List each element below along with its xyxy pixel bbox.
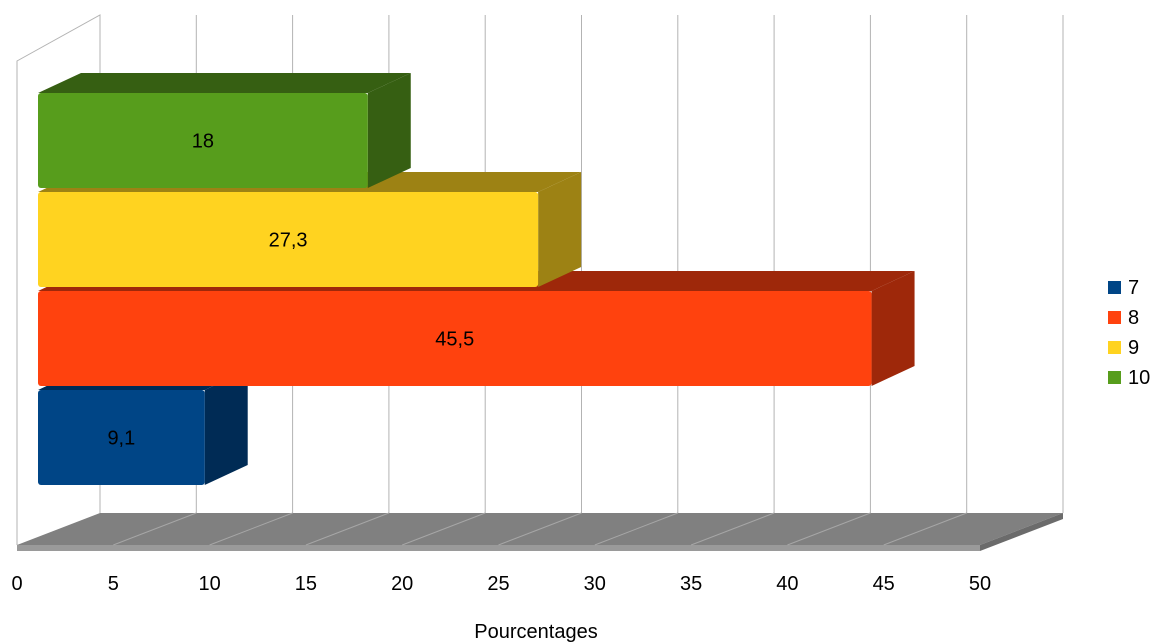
- floor-gridline: [402, 512, 486, 546]
- tick-label: 30: [584, 573, 606, 595]
- tick-label: 15: [295, 573, 317, 595]
- tick-label: 40: [776, 573, 798, 595]
- floor-gridline: [594, 512, 678, 546]
- data-label: 45,5: [435, 329, 474, 351]
- floor-gridline: [209, 512, 293, 546]
- legend-label: 8: [1128, 307, 1139, 329]
- floor-gridline: [690, 512, 775, 546]
- legend-swatch: [1108, 281, 1121, 294]
- floor-gridline: [498, 512, 582, 546]
- x-axis-ticks: 0 5 10 15 20 25 30 35 40 45 50: [11, 573, 991, 595]
- tick-label: 0: [11, 573, 22, 595]
- tick-label: 5: [108, 573, 119, 595]
- legend-swatch: [1108, 341, 1121, 354]
- chart-bars: 9,1 45,5 27,3 18: [38, 73, 915, 485]
- bar: [38, 291, 872, 386]
- bar-side: [871, 271, 915, 386]
- floor-side: [980, 513, 1063, 551]
- x-axis-title: Pourcentages: [474, 621, 597, 642]
- bar-group: 27,3: [38, 172, 582, 287]
- tick-label: 45: [873, 573, 895, 595]
- data-label: 9,1: [107, 428, 135, 450]
- chart-floor: [17, 512, 1063, 551]
- floor-front: [17, 545, 980, 551]
- tick-label: 20: [391, 573, 413, 595]
- tick-label: 35: [680, 573, 702, 595]
- tick-label: 25: [487, 573, 509, 595]
- bar-side: [204, 370, 248, 485]
- bar-side: [538, 172, 582, 287]
- tick-label: 10: [198, 573, 220, 595]
- data-label: 18: [192, 131, 214, 153]
- tick-label: 50: [969, 573, 991, 595]
- chart-legend: 7 8 9 10: [1108, 277, 1150, 389]
- floor-gridline: [883, 512, 967, 546]
- bar-group: 45,5: [38, 271, 915, 386]
- floor-gridline: [305, 512, 390, 546]
- bar: [38, 390, 205, 485]
- floor-gridline: [787, 512, 871, 546]
- bar-top: [38, 73, 411, 93]
- legend-label: 10: [1128, 367, 1150, 389]
- bar-side: [367, 73, 411, 188]
- legend-label: 9: [1128, 337, 1139, 359]
- legend-swatch: [1108, 371, 1121, 384]
- bar-group: 18: [38, 73, 411, 188]
- legend-label: 7: [1128, 277, 1139, 299]
- legend-swatch: [1108, 311, 1121, 324]
- data-label: 27,3: [269, 230, 308, 252]
- bar: [38, 192, 539, 287]
- floor-gridline: [113, 512, 197, 546]
- bar: [38, 93, 368, 188]
- bar-group: 9,1: [38, 370, 248, 485]
